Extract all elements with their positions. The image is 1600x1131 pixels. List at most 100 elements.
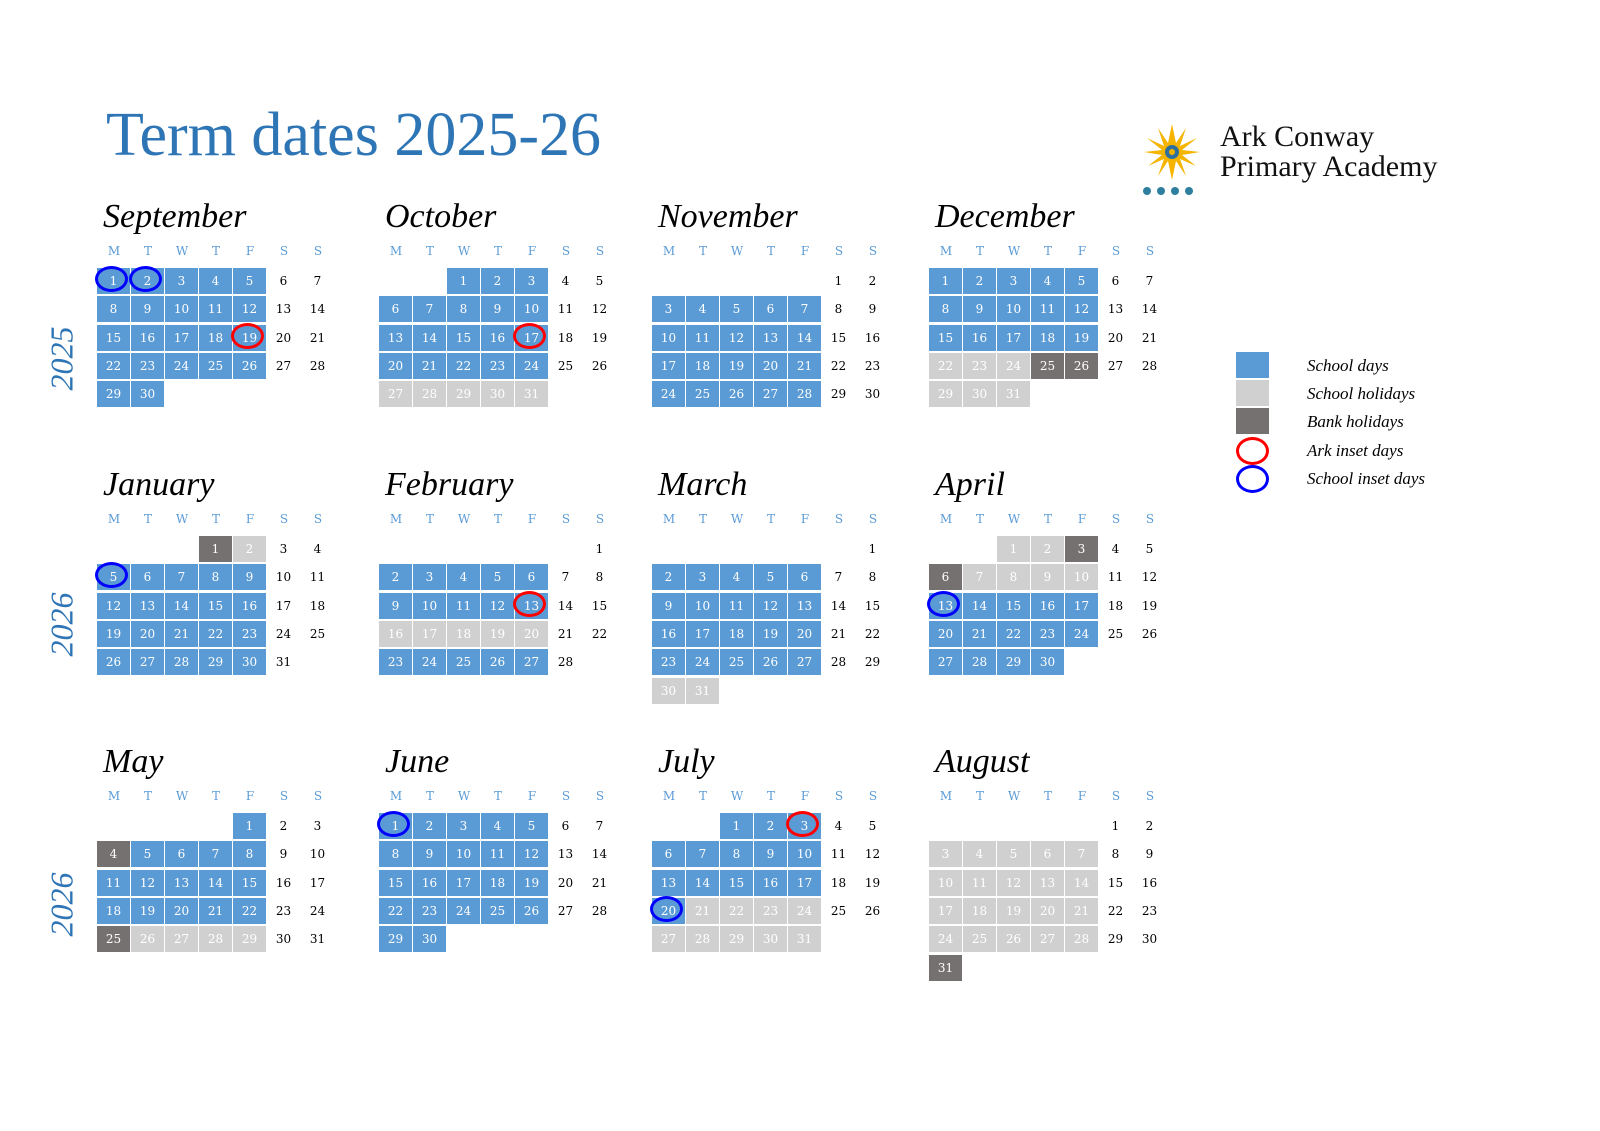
school-holiday: 7 — [963, 564, 996, 591]
school-day: 11 — [481, 841, 514, 868]
school-day: 25 — [481, 897, 514, 924]
weekend-day: 15 — [591, 598, 608, 613]
school-holiday: 13 — [1031, 869, 1064, 896]
weekend-day: 20 — [1107, 330, 1124, 345]
school-day: 21 — [165, 620, 198, 647]
school-day: 6 — [131, 564, 164, 591]
school-holiday: 19 — [997, 897, 1030, 924]
month-name: September — [103, 198, 247, 235]
school-day: 5 — [95, 562, 130, 591]
school-day: 14 — [686, 869, 719, 896]
school-day: 23 — [379, 649, 412, 676]
school-day: 3 — [686, 564, 719, 591]
weekend-day: 11 — [557, 302, 574, 317]
weekday-header: S — [279, 244, 289, 258]
school-day: 20 — [379, 352, 412, 379]
weekend-day: 28 — [1141, 358, 1158, 373]
school-day: 6 — [515, 564, 548, 591]
month-july: July M T W T F S S 1 2 3 4 5 6 7 8 9 10 11 12 13 14 15 16 17 18 19… — [650, 743, 902, 1003]
school-day: 24 — [165, 352, 198, 379]
bank-holiday: 3 — [1065, 536, 1098, 562]
school-holiday: 28 — [199, 926, 232, 953]
weekend-day: 1 — [834, 274, 843, 288]
school-day: 13 — [652, 869, 685, 896]
school-day: 5 — [131, 841, 164, 868]
month-february: February M T W T F S S 1 2 3 4 5 6 7 8 9 10 11 12 13 14 15 16 17… — [379, 466, 629, 726]
weekday-header: F — [245, 512, 255, 526]
school-day: 16 — [754, 869, 787, 896]
weekend-day: 6 — [561, 819, 570, 833]
school-day: 19 — [1065, 324, 1098, 351]
weekend-day: 8 — [1111, 847, 1120, 862]
school-day: 6 — [652, 841, 685, 868]
weekday-header: W — [1007, 789, 1021, 803]
bank-holiday: 6 — [929, 564, 962, 591]
month-name: July — [658, 743, 715, 780]
weekend-day: 18 — [309, 598, 326, 613]
weekday-header: S — [1145, 244, 1155, 258]
school-day: 23 — [233, 620, 266, 647]
bank-swatch-icon — [1236, 408, 1269, 434]
weekday-header: F — [1077, 789, 1087, 803]
school-day: 13 — [131, 592, 164, 619]
weekend-day: 26 — [1141, 626, 1158, 641]
school-holiday: 28 — [686, 926, 719, 953]
weekday-header: S — [1111, 512, 1121, 526]
weekend-day: 11 — [309, 570, 326, 585]
weekday-header: F — [800, 789, 810, 803]
school-day: 11 — [199, 296, 232, 323]
school-day: 28 — [963, 649, 996, 676]
weekend-day: 19 — [864, 875, 881, 890]
school-day: 16 — [233, 592, 266, 619]
weekday-header: F — [527, 244, 537, 258]
weekend-day: 23 — [864, 358, 881, 373]
school-day: 18 — [1031, 324, 1064, 351]
school-day: 5 — [1065, 268, 1098, 294]
weekend-day: 20 — [557, 875, 574, 890]
weekday-header: W — [457, 512, 471, 526]
weekday-header: M — [939, 789, 953, 803]
school-day: 25 — [447, 649, 480, 676]
weekday-header: T — [766, 244, 775, 258]
school-day: 10 — [652, 324, 685, 351]
school-day: 22 — [199, 620, 232, 647]
school-holiday: 30 — [754, 926, 787, 953]
school-day: 17 — [652, 352, 685, 379]
school-day: 1 — [95, 266, 130, 294]
school-inset-ring-icon — [927, 590, 960, 617]
weekend-day: 30 — [864, 387, 881, 402]
weekend-day: 10 — [309, 847, 326, 862]
school-day: 23 — [413, 897, 446, 924]
school-day: 29 — [379, 926, 412, 953]
school-holiday: 29 — [929, 381, 962, 408]
school-day: 9 — [481, 296, 514, 323]
sun-logo-icon — [1143, 124, 1200, 195]
weekday-header: T — [211, 244, 220, 258]
school-day: 13 — [379, 324, 412, 351]
weekend-day: 28 — [557, 655, 574, 670]
weekday-header: T — [698, 244, 707, 258]
school-holiday: 11 — [963, 869, 996, 896]
ark-inset-ring-icon — [513, 322, 546, 349]
weekday-header: M — [389, 512, 403, 526]
weekday-header: S — [313, 244, 323, 258]
school-day: 13 — [754, 324, 787, 351]
weekend-day: 24 — [309, 903, 326, 918]
weekday-header: T — [766, 512, 775, 526]
weekday-header: W — [730, 512, 744, 526]
school-day: 2 — [963, 268, 996, 294]
school-day: 29 — [199, 649, 232, 676]
school-inset-ring-icon — [650, 895, 683, 922]
weekend-day: 9 — [1145, 847, 1154, 862]
school-day: 26 — [481, 649, 514, 676]
weekend-day: 21 — [557, 626, 574, 641]
weekday-header: T — [211, 789, 220, 803]
school-day: 27 — [131, 649, 164, 676]
month-december: December M T W T F S S 1 2 3 4 5 6 7 8 9 10 11 12 13 14 15 16 17… — [929, 198, 1179, 458]
weekend-day: 29 — [1107, 932, 1124, 947]
school-day: 14 — [963, 592, 996, 619]
school-day: 16 — [1031, 592, 1064, 619]
weekday-header: F — [800, 512, 810, 526]
weekday-header: T — [698, 789, 707, 803]
weekend-day: 23 — [1141, 903, 1158, 918]
